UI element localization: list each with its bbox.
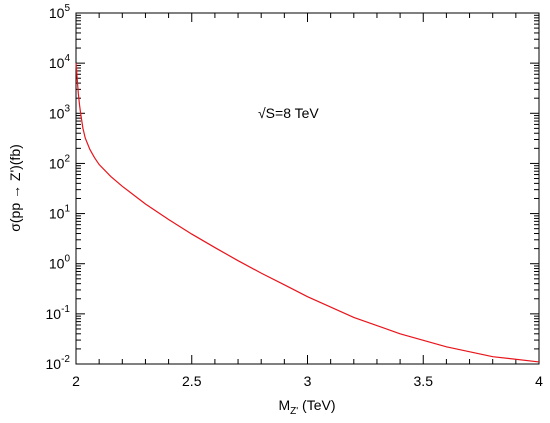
y-tick-label: 10-2 <box>46 354 71 372</box>
y-tick-label: 104 <box>49 53 71 71</box>
annotation-text: √S=8 TeV <box>258 105 319 121</box>
y-tick-label: 101 <box>49 204 71 222</box>
x-axis-ticks: 2 2.5 3 3.5 4 <box>72 13 543 389</box>
y-tick-label: 105 <box>49 3 71 21</box>
y-axis-ticks: 10-2 10-1 100 101 102 103 104 105 <box>46 3 539 372</box>
y-tick-label: 100 <box>49 254 71 272</box>
x-tick-label: 3.5 <box>414 373 434 389</box>
plot-frame <box>75 12 540 365</box>
x-tick-label: 2 <box>72 373 80 389</box>
x-tick-label: 4 <box>535 373 543 389</box>
y-tick-label: 102 <box>49 153 71 171</box>
x-tick-label: 3 <box>304 373 312 389</box>
y-tick-label: 103 <box>49 103 71 121</box>
series-line <box>75 63 540 363</box>
y-tick-label: 10-1 <box>46 304 71 322</box>
x-axis-label: MZ' (TeV) <box>278 397 335 417</box>
x-tick-label: 2.5 <box>182 373 202 389</box>
y-axis-label: σ(pp → Z')(fb) <box>7 144 23 232</box>
